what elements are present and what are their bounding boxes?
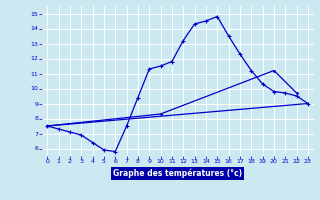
X-axis label: Graphe des températures (°c): Graphe des températures (°c) [113, 169, 242, 178]
